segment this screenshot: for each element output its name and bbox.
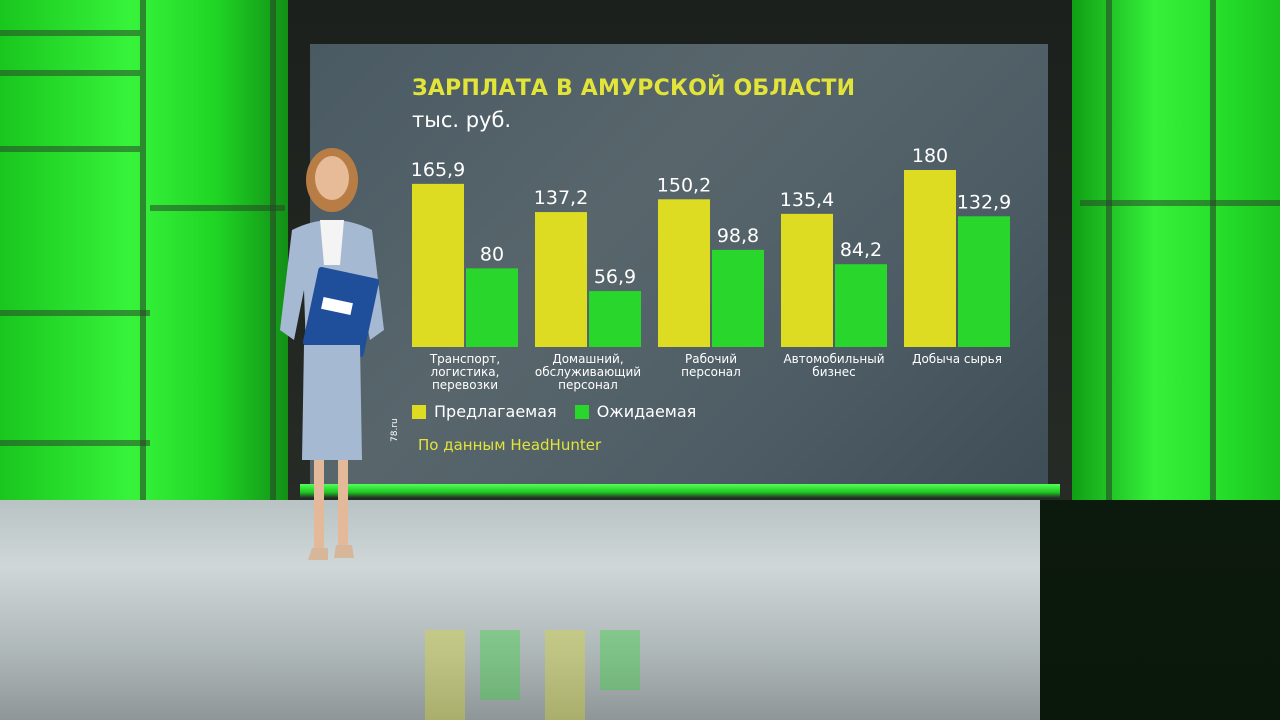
bar-value-label: 165,9 — [411, 159, 465, 181]
wall-frame — [1080, 200, 1280, 206]
category-label: Автомобильный — [783, 352, 884, 366]
chart-screen: ЗАРПЛАТА В АМУРСКОЙ ОБЛАСТИ тыс. руб. 16… — [310, 44, 1048, 486]
wall-frame — [1210, 0, 1216, 520]
wall-frame — [0, 70, 140, 76]
category-label: Домашний, — [552, 352, 623, 366]
wall-frame — [270, 0, 276, 540]
bar-value-label: 150,2 — [657, 174, 711, 196]
bar-expected — [466, 268, 518, 347]
bar-offered — [904, 170, 956, 347]
wall-frame — [0, 30, 140, 36]
category-label: Добыча сырья — [912, 352, 1002, 366]
chart-subtitle: тыс. руб. — [412, 108, 512, 132]
data-source-note: По данным HeadHunter — [418, 436, 602, 454]
category-label: перевозки — [432, 378, 498, 392]
chart-title: ЗАРПЛАТА В АМУРСКОЙ ОБЛАСТИ — [412, 76, 856, 101]
category-label: Транспорт, — [429, 352, 500, 366]
bar-expected — [958, 216, 1010, 347]
screen-glow-strip — [300, 484, 1060, 498]
bar-value-label: 132,9 — [957, 191, 1011, 213]
category-label: бизнес — [812, 365, 855, 379]
category-label: персонал — [558, 378, 618, 392]
bar-offered — [535, 212, 587, 347]
bar-offered — [412, 183, 464, 347]
legend-item-offered: Предлагаемая — [412, 402, 557, 421]
bar-value-label: 56,9 — [594, 266, 636, 288]
bar-expected — [589, 291, 641, 347]
category-label: логистика, — [431, 365, 500, 379]
wall-frame — [0, 310, 150, 316]
bar-value-label: 180 — [912, 145, 948, 167]
wall-frame — [150, 205, 285, 211]
chart-legend: Предлагаемая Ожидаемая — [412, 402, 714, 421]
bar-offered — [781, 213, 833, 347]
bar-offered — [658, 199, 710, 347]
category-label: персонал — [681, 365, 741, 379]
bar-value-label: 84,2 — [840, 239, 882, 261]
bar-value-label: 98,8 — [717, 225, 759, 247]
bar-chart: 165,9 80 Транспорт,логистика,перевозки 137,… — [411, 145, 1011, 392]
wall-frame — [140, 0, 146, 540]
legend-label-expected: Ожидаемая — [596, 402, 697, 421]
legend-label-offered: Предлагаемая — [434, 402, 557, 421]
category-label: Рабочий — [685, 352, 737, 366]
bar-expected — [712, 249, 764, 347]
wall-frame — [0, 440, 150, 446]
studio-floor-shadow — [1040, 500, 1280, 720]
wall-frame — [1106, 0, 1112, 520]
category-label: обслуживающий — [535, 365, 641, 379]
legend-swatch-expected — [574, 404, 589, 419]
bar-expected — [835, 264, 887, 347]
legend-swatch-offered — [412, 404, 426, 419]
bar-value-label: 80 — [480, 243, 504, 265]
legend-item-expected: Ожидаемая — [574, 402, 697, 421]
presenter-figure — [280, 148, 384, 560]
bar-value-label: 137,2 — [534, 187, 588, 209]
wall-frame — [0, 146, 140, 152]
floor-reflection — [425, 630, 640, 720]
studio-wall-right — [1070, 0, 1280, 540]
bar-value-label: 135,4 — [780, 189, 834, 211]
